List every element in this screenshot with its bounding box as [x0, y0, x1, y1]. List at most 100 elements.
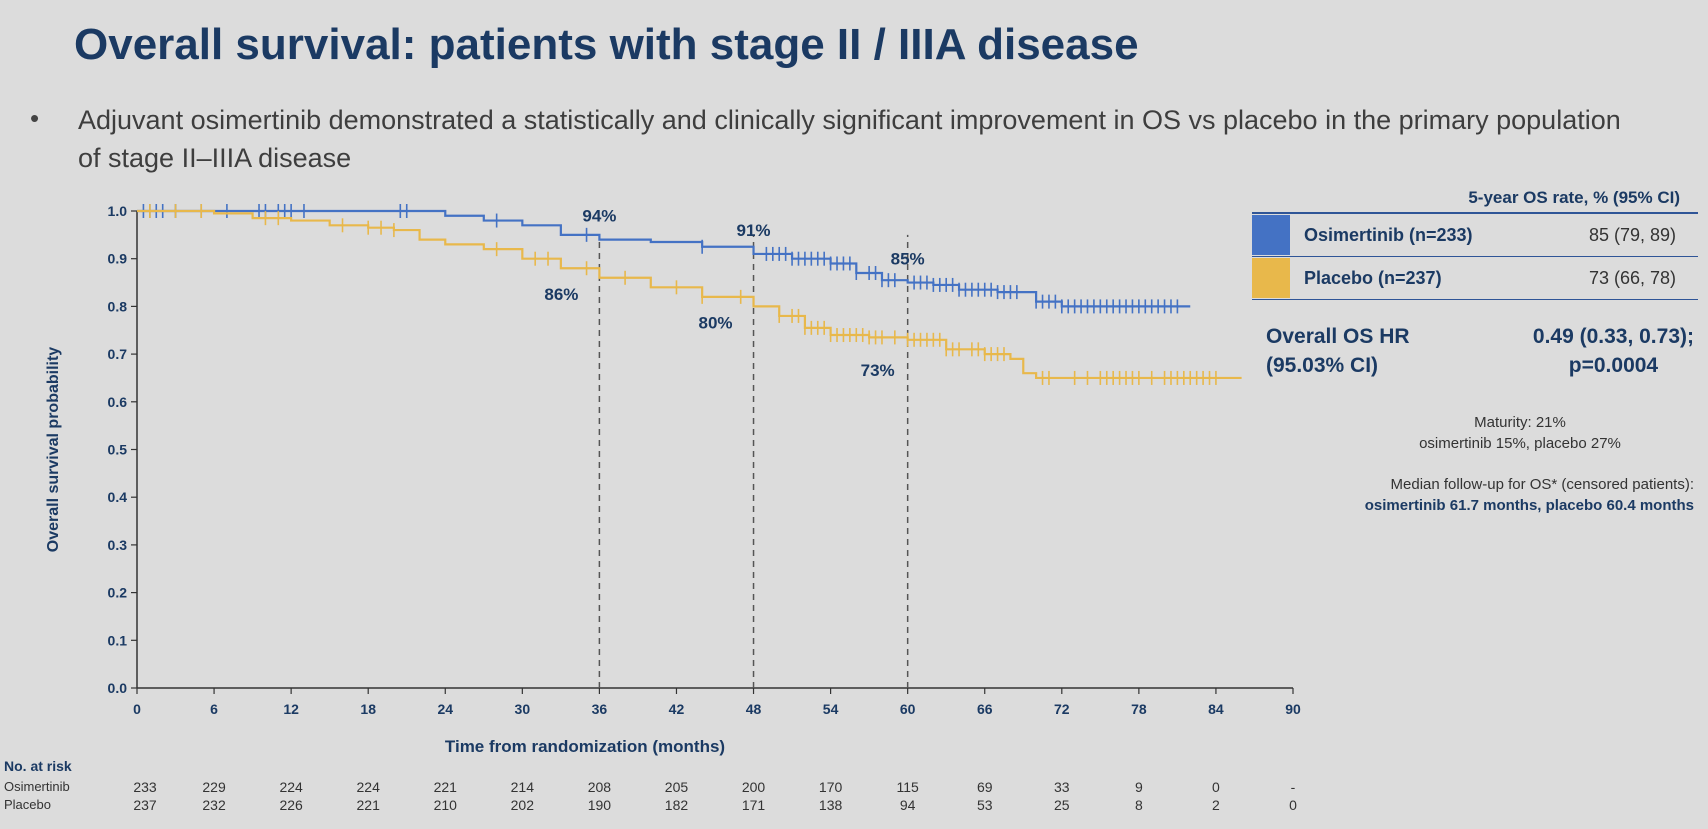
bullet-text: Adjuvant osimertinib demonstrated a stat…	[78, 105, 1621, 173]
risk-table-title: No. at risk	[4, 758, 72, 774]
legend-value: 85 (79, 89)	[1588, 224, 1676, 245]
maturity-line2: osimertinib 15%, placebo 27%	[1419, 435, 1621, 452]
risk-value-placebo: 226	[279, 797, 303, 813]
hr-label-line1: Overall OS HR	[1266, 325, 1410, 348]
annotation-label: 86%	[544, 285, 578, 304]
risk-value-placebo: 232	[202, 797, 226, 813]
risk-value-placebo: 182	[665, 797, 689, 813]
risk-value-placebo: 94	[900, 797, 916, 813]
x-tick-label: 72	[1054, 701, 1070, 717]
x-tick-label: 42	[669, 701, 685, 717]
risk-value-placebo: 190	[588, 797, 612, 813]
hr-value: 0.49 (0.33, 0.73); p=0.0004	[1533, 322, 1694, 380]
risk-value-osimertinib: 208	[588, 779, 612, 795]
x-tick-label: 84	[1208, 701, 1224, 717]
x-tick-label: 24	[437, 701, 453, 717]
risk-value-placebo: 210	[434, 797, 458, 813]
risk-value-osimertinib: 229	[202, 779, 226, 795]
x-axis-label: Time from randomization (months)	[445, 737, 725, 756]
risk-value-placebo: 221	[357, 797, 381, 813]
risk-value-osimertinib: 115	[897, 779, 920, 795]
x-tick-label: 30	[515, 701, 531, 717]
legend-row-osimertinib: Osimertinib (n=233) 85 (79, 89)	[1252, 214, 1698, 257]
risk-value-osimertinib: 33	[1054, 779, 1070, 795]
x-tick-label: 54	[823, 701, 839, 717]
legend-name: Placebo (n=237)	[1304, 267, 1442, 288]
risk-value-placebo: 138	[819, 797, 843, 813]
x-tick-label: 78	[1131, 701, 1147, 717]
risk-value-osimertinib: 221	[434, 779, 458, 795]
x-tick-label: 66	[977, 701, 993, 717]
risk-value-placebo: 8	[1135, 797, 1143, 813]
y-tick-label: 0.1	[108, 632, 128, 648]
followup-note: Median follow-up for OS* (censored patie…	[1252, 474, 1698, 516]
x-tick-label: 48	[746, 701, 762, 717]
page-title: Overall survival: patients with stage II…	[74, 20, 1139, 69]
risk-row-label-osimertinib: Osimertinib	[4, 779, 70, 794]
y-tick-label: 0.7	[108, 346, 128, 362]
legend-table: Osimertinib (n=233) 85 (79, 89) Placebo …	[1252, 212, 1698, 300]
annotation-label: 94%	[582, 207, 616, 226]
maturity-line1: Maturity: 21%	[1474, 414, 1566, 431]
annotation-label: 91%	[737, 221, 771, 240]
risk-value-osimertinib: 224	[357, 779, 381, 795]
risk-row-label-placebo: Placebo	[4, 797, 51, 812]
legend-row-placebo: Placebo (n=237) 73 (66, 78)	[1252, 257, 1698, 300]
followup-line1: Median follow-up for OS* (censored patie…	[1390, 476, 1694, 493]
x-tick-label: 6	[210, 701, 218, 717]
legend-swatch-osimertinib	[1252, 215, 1290, 255]
risk-value-placebo: 53	[977, 797, 993, 813]
y-tick-label: 0.9	[108, 251, 128, 267]
risk-value-placebo: 25	[1054, 797, 1070, 813]
risk-value-osimertinib: 9	[1135, 779, 1143, 795]
risk-value-osimertinib: 233	[133, 779, 157, 795]
hr-value-line1: 0.49 (0.33, 0.73);	[1532, 325, 1694, 348]
annotation-label: 80%	[699, 313, 733, 332]
hr-label-line2: (95.03% CI)	[1266, 354, 1379, 377]
y-tick-label: 0.5	[108, 442, 128, 458]
hr-label: Overall OS HR (95.03% CI)	[1266, 322, 1410, 380]
bullet-marker: •	[30, 103, 40, 133]
hr-value-line2: p=0.0004	[1568, 354, 1659, 377]
risk-value-placebo: 2	[1212, 797, 1220, 813]
y-tick-label: 0.6	[108, 394, 128, 410]
risk-value-osimertinib: 205	[665, 779, 689, 795]
maturity-note: Maturity: 21% osimertinib 15%, placebo 2…	[1252, 412, 1698, 454]
y-tick-label: 1.0	[108, 203, 128, 219]
series-line-placebo	[137, 209, 1242, 380]
risk-value-placebo: 202	[511, 797, 535, 813]
legend-name: Osimertinib (n=233)	[1304, 224, 1473, 245]
risk-value-placebo: 237	[133, 797, 157, 813]
followup-line2: osimertinib 61.7 months, placebo 60.4 mo…	[1252, 495, 1694, 516]
series-line-osimertinib	[137, 209, 1191, 308]
x-tick-label: 60	[900, 701, 916, 717]
x-tick-label: 12	[283, 701, 299, 717]
x-tick-label: 36	[592, 701, 608, 717]
followup-line2-text: osimertinib 61.7 months, placebo 60.4 mo…	[1364, 497, 1694, 514]
hazard-ratio-block: Overall OS HR (95.03% CI) 0.49 (0.33, 0.…	[1252, 322, 1698, 394]
y-tick-label: 0.4	[108, 489, 128, 505]
risk-value-placebo: 0	[1289, 797, 1297, 813]
risk-value-osimertinib: -	[1291, 779, 1296, 795]
risk-value-osimertinib: 69	[977, 779, 993, 795]
risk-value-osimertinib: 0	[1212, 779, 1220, 795]
side-panel: 5-year OS rate, % (95% CI) Osimertinib (…	[1252, 188, 1698, 516]
risk-value-osimertinib: 214	[511, 779, 535, 795]
legend-value: 73 (66, 78)	[1588, 267, 1676, 288]
risk-value-osimertinib: 224	[279, 779, 303, 795]
legend-header: 5-year OS rate, % (95% CI)	[1468, 188, 1680, 207]
y-tick-label: 0.8	[108, 298, 128, 314]
x-tick-label: 90	[1285, 701, 1301, 717]
annotation-label: 73%	[861, 361, 895, 380]
risk-value-osimertinib: 200	[742, 779, 766, 795]
annotation-label: 85%	[891, 250, 925, 269]
legend-swatch-placebo	[1252, 258, 1290, 298]
risk-value-placebo: 171	[742, 797, 766, 813]
x-tick-label: 0	[133, 701, 141, 717]
y-tick-label: 0.0	[108, 680, 128, 696]
y-tick-label: 0.3	[108, 537, 128, 553]
risk-value-osimertinib: 170	[819, 779, 843, 795]
x-tick-label: 18	[360, 701, 376, 717]
y-axis-label: Overall survival probability	[45, 347, 62, 553]
